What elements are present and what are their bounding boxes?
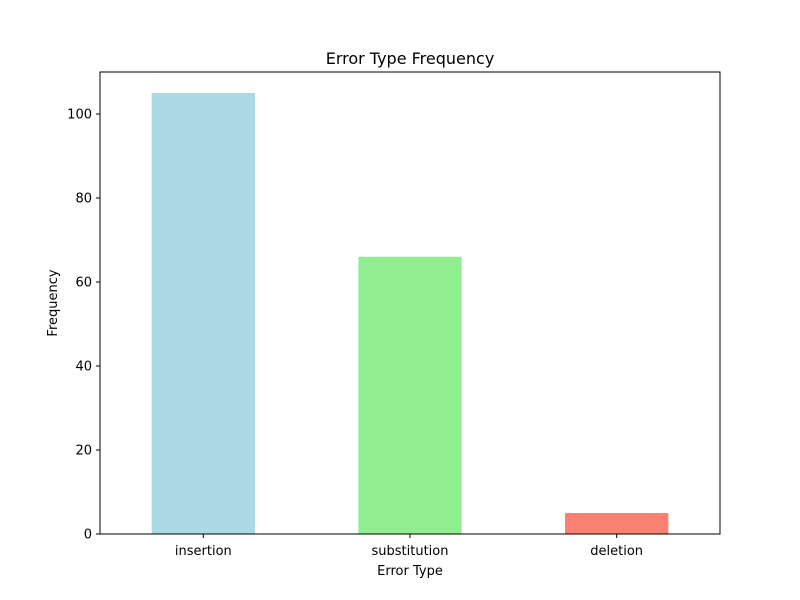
y-tick-label: 60 — [75, 276, 92, 291]
y-tick-label: 40 — [75, 360, 92, 375]
chart-title: Error Type Frequency — [326, 49, 495, 68]
y-tick-label: 20 — [75, 444, 92, 459]
bar-deletion — [565, 513, 669, 534]
x-axis-label: Error Type — [377, 564, 443, 579]
plot-area: insertion substitution deletion 0 20 40 60 80 10… — [67, 93, 669, 559]
bar-insertion — [151, 93, 255, 534]
x-tick-label: deletion — [590, 544, 643, 559]
x-tick-label: insertion — [175, 544, 232, 559]
y-tick-label: 0 — [84, 528, 92, 543]
plot-frame — [99, 71, 721, 535]
x-tick-label: substitution — [372, 544, 449, 559]
y-axis-label: Frequency — [46, 269, 61, 336]
y-tick-label: 100 — [67, 108, 92, 123]
bar-substitution — [358, 256, 462, 534]
y-tick-label: 80 — [75, 192, 92, 207]
